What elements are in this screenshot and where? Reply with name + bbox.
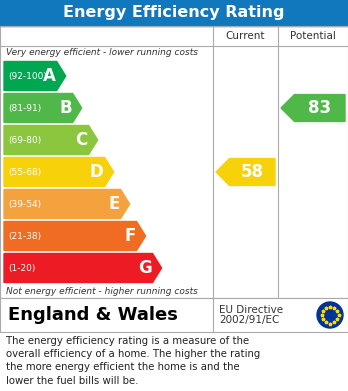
Text: (81-91): (81-91)	[8, 104, 41, 113]
Text: A: A	[43, 67, 56, 85]
Text: The energy efficiency rating is a measure of the
overall efficiency of a home. T: The energy efficiency rating is a measur…	[6, 336, 260, 386]
Text: (21-38): (21-38)	[8, 231, 41, 240]
Text: (92-100): (92-100)	[8, 72, 47, 81]
Text: (55-68): (55-68)	[8, 167, 41, 176]
Polygon shape	[4, 190, 129, 219]
Text: G: G	[138, 259, 152, 277]
Text: 83: 83	[308, 99, 331, 117]
Text: Very energy efficient - lower running costs: Very energy efficient - lower running co…	[6, 48, 198, 57]
Text: E: E	[108, 195, 120, 213]
Text: C: C	[76, 131, 88, 149]
Text: Not energy efficient - higher running costs: Not energy efficient - higher running co…	[6, 287, 198, 296]
Text: (1-20): (1-20)	[8, 264, 35, 273]
Polygon shape	[4, 158, 114, 187]
Polygon shape	[4, 93, 82, 122]
Bar	[0, 298, 348, 332]
Polygon shape	[4, 253, 161, 283]
Polygon shape	[281, 95, 345, 122]
Polygon shape	[4, 61, 66, 90]
Text: 2002/91/EC: 2002/91/EC	[219, 315, 279, 325]
Polygon shape	[4, 126, 98, 154]
Circle shape	[317, 302, 343, 328]
Bar	[0, 26, 348, 298]
Text: Current: Current	[226, 31, 265, 41]
Polygon shape	[4, 221, 145, 251]
Text: 58: 58	[241, 163, 264, 181]
Text: D: D	[90, 163, 104, 181]
Bar	[0, 0, 348, 26]
Text: Potential: Potential	[290, 31, 336, 41]
Text: (39-54): (39-54)	[8, 199, 41, 208]
Text: Energy Efficiency Rating: Energy Efficiency Rating	[63, 5, 285, 20]
Text: (69-80): (69-80)	[8, 136, 41, 145]
Polygon shape	[216, 159, 275, 185]
Text: B: B	[59, 99, 72, 117]
Text: England & Wales: England & Wales	[8, 306, 178, 324]
Text: EU Directive: EU Directive	[219, 305, 283, 315]
Text: F: F	[124, 227, 136, 245]
